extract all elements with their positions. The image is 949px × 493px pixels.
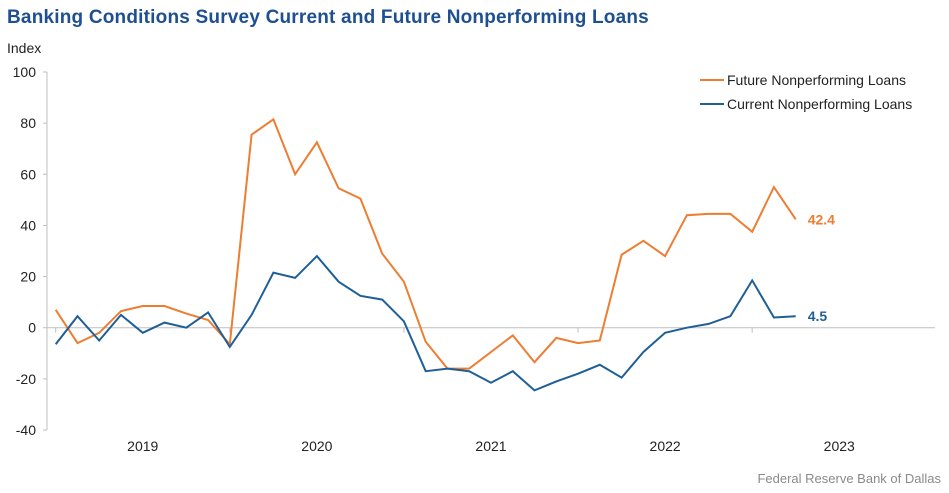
y-tick-label: 100 — [13, 64, 37, 80]
chart-axes: -40 -20 0 20 40 60 80 100 2019 2020 2021 2022 2023 — [13, 64, 935, 454]
x-tick-label: 2022 — [650, 438, 681, 454]
legend-label: Current Nonperforming Loans — [727, 96, 912, 112]
end-value-label-current: 4.5 — [808, 308, 828, 324]
chart-lines: 42.4 4.5 — [54, 117, 835, 392]
y-tick-label: 60 — [20, 166, 36, 182]
y-tick-label: 40 — [20, 217, 36, 233]
y-tick-label: -20 — [16, 371, 36, 387]
legend-label: Future Nonperforming Loans — [727, 72, 906, 88]
y-tick-label: 0 — [28, 320, 36, 336]
x-tick-label: 2020 — [301, 438, 332, 454]
chart-legend: Future Nonperforming Loans Current Nonper… — [700, 72, 912, 112]
x-tick-label: 2019 — [127, 438, 158, 454]
y-axis-label: Index — [7, 40, 42, 56]
chart-title: Banking Conditions Survey Current and Fu… — [7, 7, 649, 28]
x-tick-label: 2023 — [824, 438, 855, 454]
series-line-future — [54, 117, 797, 370]
x-tick-label: 2021 — [475, 438, 506, 454]
series-line-current — [54, 254, 796, 392]
y-tick-label: 20 — [20, 269, 36, 285]
y-tick-label: 80 — [20, 115, 36, 131]
source-note: Federal Reserve Bank of Dallas — [757, 471, 941, 486]
end-value-label-future: 42.4 — [808, 211, 835, 227]
y-tick-label: -40 — [16, 422, 36, 438]
